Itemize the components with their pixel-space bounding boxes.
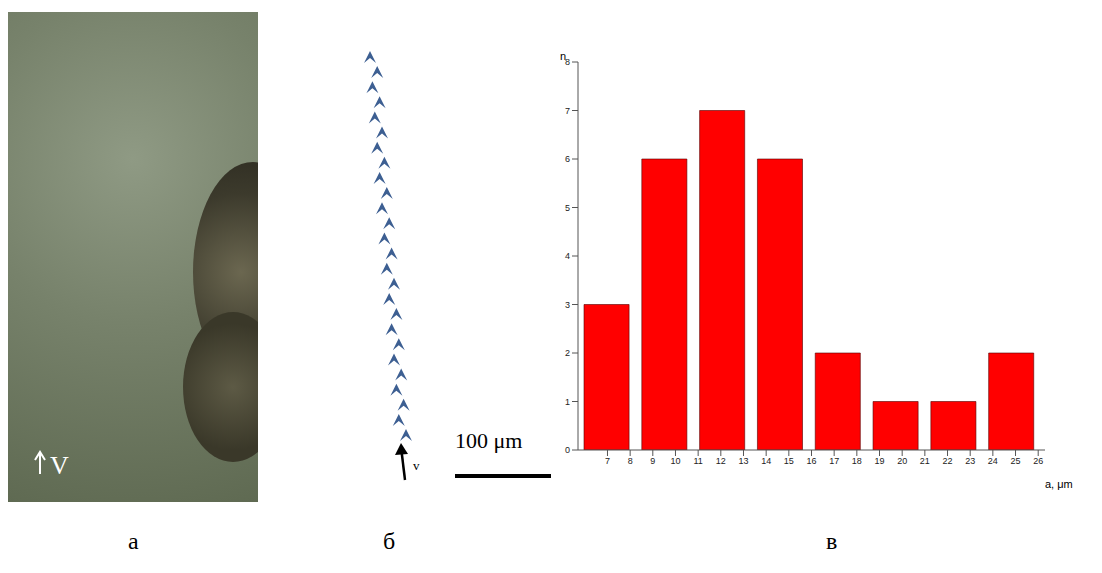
html-text:б: б — [383, 528, 396, 554]
svg-text:22: 22 — [943, 456, 953, 466]
svg-text:19: 19 — [875, 456, 885, 466]
svg-text:17: 17 — [829, 456, 839, 466]
svg-text:21: 21 — [920, 456, 930, 466]
svg-text:v: v — [413, 458, 420, 473]
svg-text:15: 15 — [784, 456, 794, 466]
svg-text:20: 20 — [897, 456, 907, 466]
svg-text:10: 10 — [670, 456, 680, 466]
svg-text:14: 14 — [761, 456, 771, 466]
svg-text:25: 25 — [1011, 456, 1021, 466]
svg-text:8: 8 — [565, 57, 570, 68]
svg-text:5: 5 — [565, 203, 570, 213]
svg-text:8: 8 — [628, 456, 633, 466]
svg-text:26: 26 — [1033, 456, 1043, 466]
svg-text:4: 4 — [565, 251, 570, 261]
svg-text:24: 24 — [988, 456, 998, 466]
svg-text:7: 7 — [605, 456, 610, 466]
html-text:в: в — [826, 528, 838, 554]
svg-text:23: 23 — [965, 456, 975, 466]
svg-text:9: 9 — [650, 456, 655, 466]
svg-text:13: 13 — [738, 456, 748, 466]
html-text:a, μm: a, μm — [1045, 478, 1073, 490]
svg-text:3: 3 — [565, 300, 570, 310]
svg-text:2: 2 — [565, 348, 570, 358]
svg-text:V: V — [50, 451, 69, 480]
svg-text:6: 6 — [565, 154, 570, 164]
svg-text:0: 0 — [565, 445, 570, 455]
svg-text:12: 12 — [716, 456, 726, 466]
svg-text:11: 11 — [693, 456, 702, 466]
html-text:100 μm: 100 μm — [455, 428, 523, 453]
svg-text:7: 7 — [565, 106, 570, 116]
svg-text:16: 16 — [806, 456, 816, 466]
html-text:а: а — [128, 528, 139, 554]
svg-text:18: 18 — [852, 456, 862, 466]
html-text:n: n — [560, 50, 567, 62]
svg-text:1: 1 — [565, 397, 570, 407]
